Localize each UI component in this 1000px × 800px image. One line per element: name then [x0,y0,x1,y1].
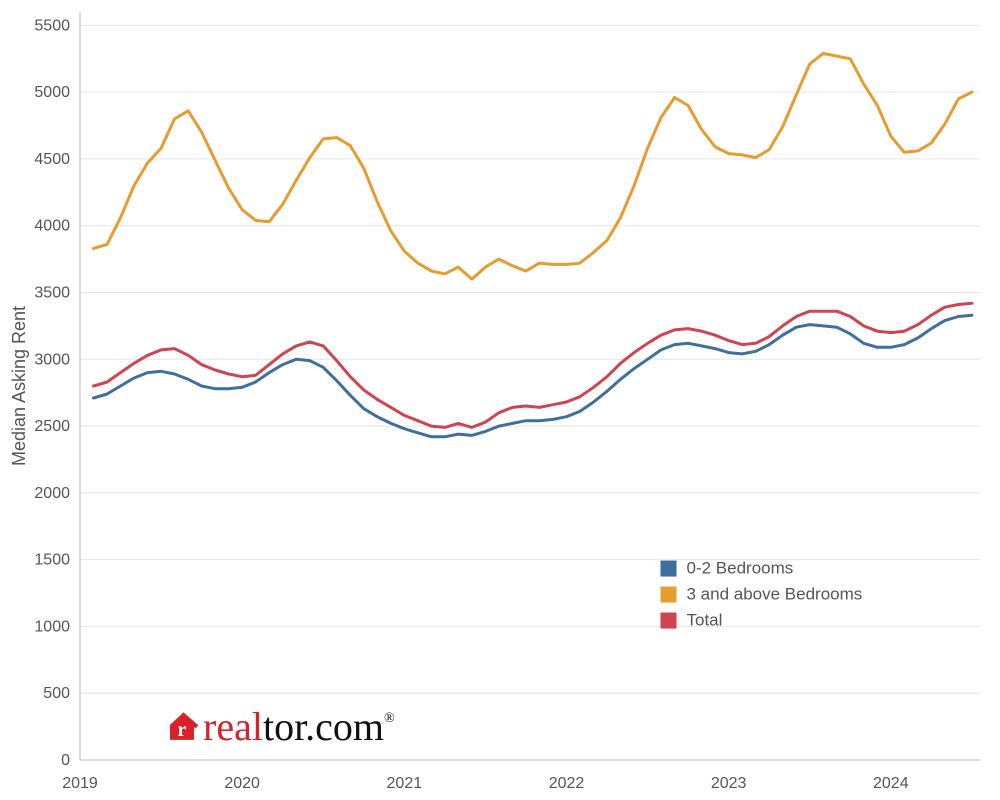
y-axis-title: Median Asking Rent [9,306,29,466]
y-tick-label: 3500 [34,285,70,302]
y-tick-label: 2500 [34,418,70,435]
y-tick-label: 1000 [34,618,70,635]
y-tick-label: 5500 [34,17,70,34]
rent-line-chart: 0 500 1000 1500 2000 2500 3000 3500 4000 4500 5000… [0,0,1000,800]
series-line-1 [94,53,972,279]
legend-label: Total [687,611,723,630]
y-tick-label: 3000 [34,351,70,368]
legend-swatch [661,561,677,577]
y-tick-label: 0 [61,752,70,769]
series-line-0 [94,315,972,437]
y-tick-label: 4500 [34,151,70,168]
x-tick-label: 2024 [873,775,909,792]
legend-label: 0-2 Bedrooms [687,559,794,578]
svg-text:r: r [178,719,187,741]
y-tick-label: 4000 [34,218,70,235]
x-tick-label: 2019 [62,775,98,792]
y-tick-label: 5000 [34,84,70,101]
y-tick-label: 2000 [34,485,70,502]
legend-swatch [661,613,677,629]
chart-container: 0 500 1000 1500 2000 2500 3000 3500 4000 4500 5000… [0,0,1000,800]
y-tick-label: 500 [43,685,70,702]
x-tick-label: 2023 [711,775,747,792]
x-tick-label: 2022 [549,775,585,792]
y-tick-label: 1500 [34,552,70,569]
logo-icon: r [170,714,197,741]
logo-wordmark: realtor.com® [203,704,395,749]
legend-label: 3 and above Bedrooms [687,585,863,604]
x-tick-label: 2021 [387,775,423,792]
x-tick-label: 2020 [224,775,260,792]
legend-swatch [661,587,677,603]
series-line-2 [94,303,972,427]
